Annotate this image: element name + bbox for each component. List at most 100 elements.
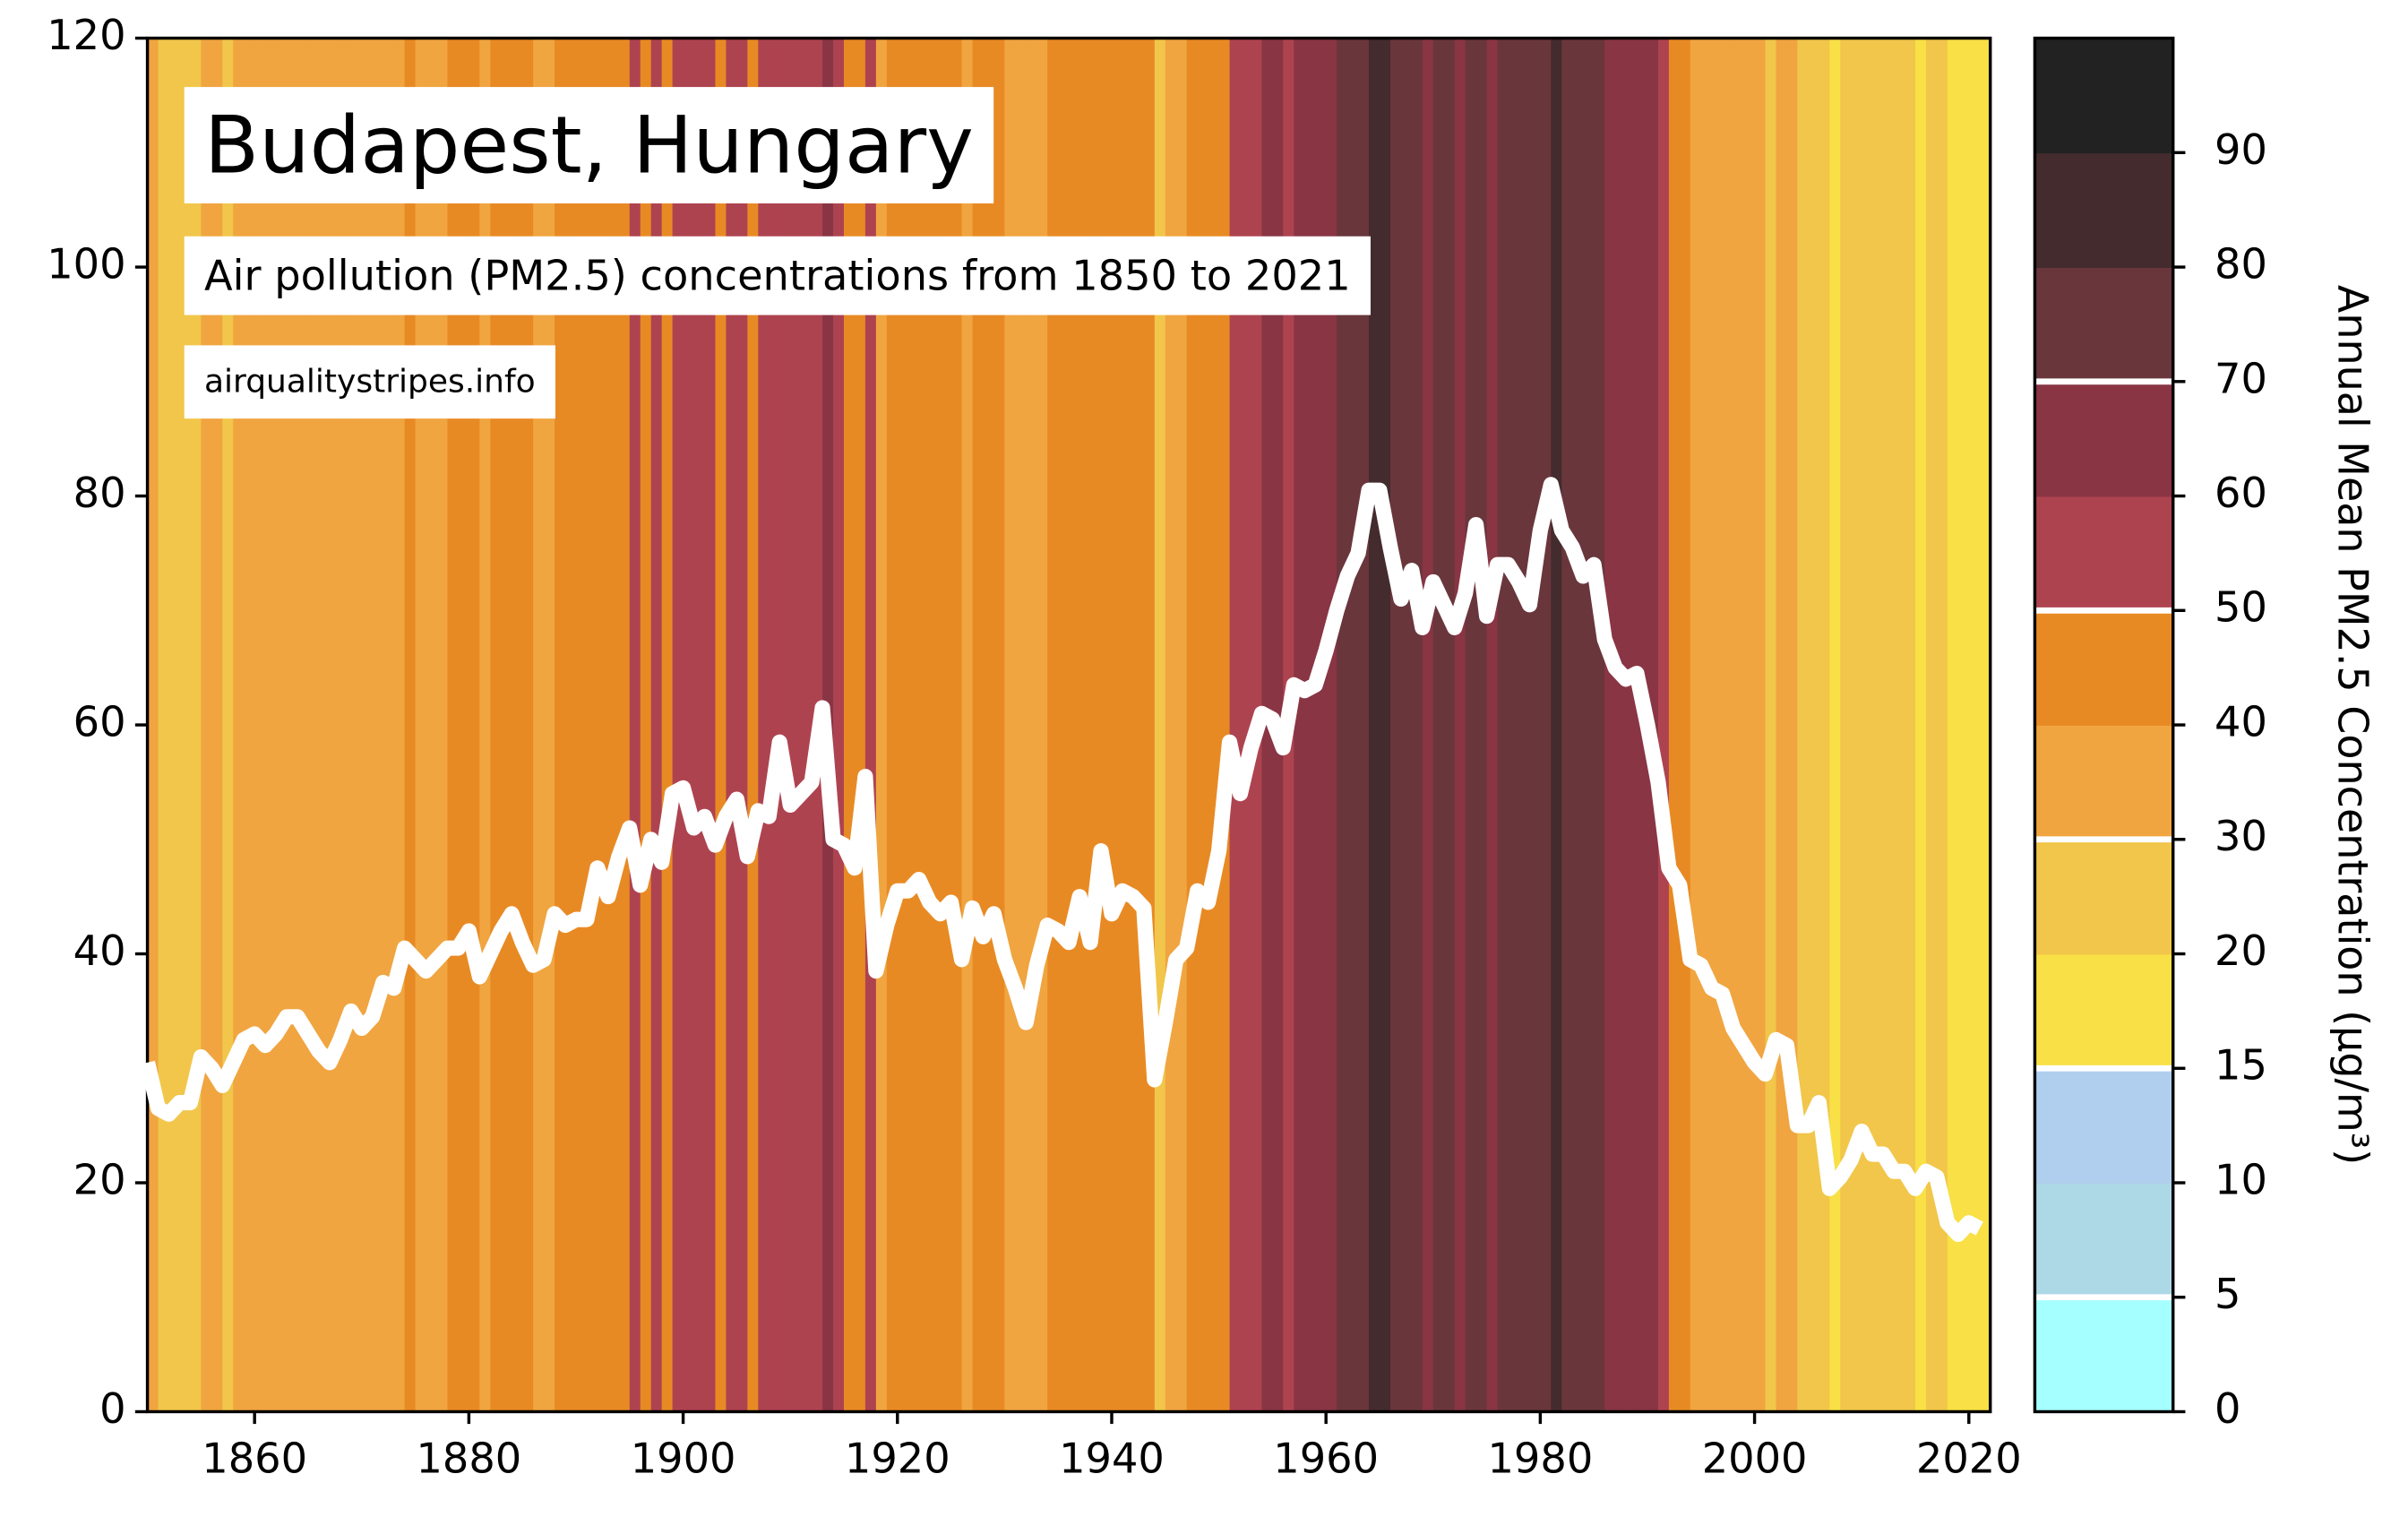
stripe: [1626, 38, 1638, 1412]
stripe: [1240, 38, 1251, 1412]
stripe: [1047, 38, 1059, 1412]
stripe: [1400, 38, 1413, 1412]
colorbar-segment: [2034, 725, 2173, 840]
subtitle-box: [184, 236, 1371, 315]
stripe: [1894, 38, 1905, 1412]
stripe: [1218, 38, 1231, 1412]
stripe: [597, 38, 609, 1412]
stripe: [897, 38, 909, 1412]
stripe: [650, 38, 663, 1412]
stripe: [983, 38, 994, 1412]
stripe: [1090, 38, 1102, 1412]
stripe: [929, 38, 942, 1412]
stripe: [1315, 38, 1327, 1412]
stripe: [1572, 38, 1584, 1412]
chart-title: Budapest, Hungary: [204, 99, 974, 192]
stripe: [1026, 38, 1037, 1412]
x-tick-label: 1980: [1488, 1435, 1594, 1483]
colorbar-tick-label: 40: [2214, 698, 2267, 746]
stripe: [1101, 38, 1113, 1412]
y-tick-label: 80: [73, 469, 126, 517]
stripe: [907, 38, 920, 1412]
stripe: [875, 38, 888, 1412]
stripe: [1432, 38, 1445, 1412]
stripe: [1004, 38, 1016, 1412]
stripe: [693, 38, 706, 1412]
stripe: [1733, 38, 1745, 1412]
stripe: [1186, 38, 1199, 1412]
stripe: [747, 38, 759, 1412]
colorbar-segment: [2034, 38, 2173, 154]
stripe: [1518, 38, 1530, 1412]
stripe: [1819, 38, 1830, 1412]
stripe: [629, 38, 641, 1412]
axes: 0 20 40 60 80 100 120 1860 1880 1900 1920 1940 1960 1…: [47, 11, 2021, 1482]
source: airqualitystripes.info: [204, 364, 536, 401]
stripe: [1069, 38, 1080, 1412]
line-layer: [140, 477, 1983, 1242]
stripe: [672, 38, 684, 1412]
stripe: [1743, 38, 1756, 1412]
stripe: [1111, 38, 1123, 1412]
stripe: [607, 38, 620, 1412]
colorbar-segment: [2034, 953, 2173, 1070]
label-layer: Budapest, Hungary Air pollution (PM2.5) …: [184, 87, 2377, 1165]
source-box: [184, 345, 555, 419]
colorbar-segment: [2034, 839, 2173, 955]
stripe: [618, 38, 631, 1412]
stripe: [1443, 38, 1456, 1412]
stripe: [993, 38, 1005, 1412]
stripe: [1668, 38, 1681, 1412]
stripe: [1122, 38, 1134, 1412]
stripe: [704, 38, 716, 1412]
stripe: [1475, 38, 1488, 1412]
colorbar-segment: [2034, 152, 2173, 268]
stripe: [1862, 38, 1873, 1412]
colorbar-tick-label: 0: [2214, 1384, 2240, 1433]
x-tick-label: 1940: [1059, 1435, 1165, 1483]
colorbar-tick-label: 90: [2214, 125, 2267, 174]
stripe: [1979, 38, 1991, 1412]
stripe: [950, 38, 963, 1412]
stripe: [1197, 38, 1209, 1412]
x-tick-label: 1900: [631, 1435, 736, 1483]
stripe: [661, 38, 674, 1412]
stripe: [1079, 38, 1091, 1412]
stripe: [640, 38, 652, 1412]
stripe: [1529, 38, 1541, 1412]
stripe: [1132, 38, 1145, 1412]
stripe: [1690, 38, 1702, 1412]
stripe: [736, 38, 748, 1412]
stripe: [854, 38, 866, 1412]
stripe: [843, 38, 856, 1412]
stripe: [758, 38, 770, 1412]
y-tick-label: 60: [73, 698, 126, 746]
chart-subtitle: Air pollution (PM2.5) concentrations fro…: [204, 252, 1351, 300]
stripe: [790, 38, 802, 1412]
stripe: [1486, 38, 1499, 1412]
stripe: [1657, 38, 1670, 1412]
stripe: [1358, 38, 1370, 1412]
stripe: [1540, 38, 1552, 1412]
x-tick-label: 2000: [1702, 1435, 1808, 1483]
colorbar-segment: [2034, 1182, 2173, 1298]
stripe: [1776, 38, 1787, 1412]
x-tick-label: 1960: [1273, 1435, 1379, 1483]
stripe: [1604, 38, 1616, 1412]
stripe: [1411, 38, 1423, 1412]
stripe: [1840, 38, 1852, 1412]
stripe: [1851, 38, 1862, 1412]
stripe: [1615, 38, 1627, 1412]
x-tick-label: 1920: [845, 1435, 950, 1483]
stripe: [1957, 38, 1970, 1412]
stripe: [1551, 38, 1562, 1412]
stripe: [1497, 38, 1509, 1412]
stripe: [1797, 38, 1809, 1412]
colorbar-tick-label: 50: [2214, 583, 2267, 632]
stripe: [683, 38, 695, 1412]
stripe: [961, 38, 974, 1412]
stripe: [1883, 38, 1895, 1412]
stripe: [1379, 38, 1391, 1412]
stripe: [586, 38, 598, 1412]
stripe: [726, 38, 737, 1412]
